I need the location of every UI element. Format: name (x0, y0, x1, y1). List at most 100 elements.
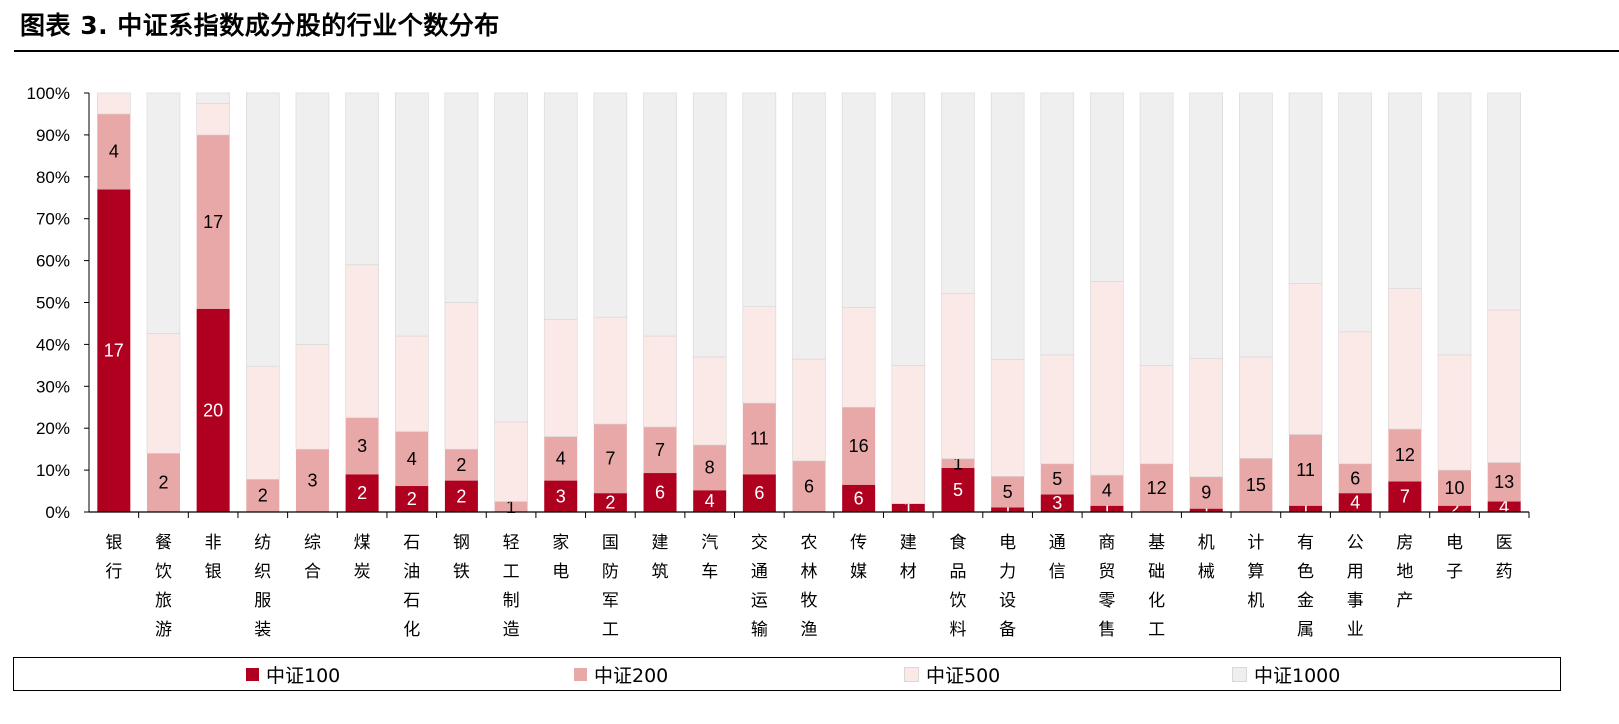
data-label-s100: 6 (754, 483, 764, 503)
x-category-label: 家电 (552, 533, 569, 582)
data-label-s200: 12 (1395, 445, 1415, 465)
bar-segment-s200 (97, 113, 131, 190)
data-label-s200: 10 (1445, 478, 1465, 498)
bar-segment-s1000 (643, 92, 677, 337)
x-category-label: 餐饮旅游 (155, 533, 172, 640)
x-category-label: 电力设备 (999, 533, 1016, 640)
bar-segment-s200 (593, 424, 627, 494)
data-label-s200: 3 (357, 436, 367, 456)
bar-segment-s500 (742, 306, 777, 404)
y-tick-label: 10% (36, 461, 70, 480)
bar-segment-s200 (1487, 462, 1521, 502)
y-tick-label: 30% (36, 377, 70, 396)
bar-segment-s200 (494, 501, 528, 512)
x-category-label: 非银 (205, 533, 222, 582)
bar-segment-s500 (692, 356, 727, 446)
data-label-s100: 6 (854, 488, 864, 508)
data-label-s200: 11 (750, 429, 769, 449)
bar-segment-s500 (792, 358, 826, 462)
data-label-s200: 8 (705, 458, 715, 478)
bar-segment-s1000 (1239, 92, 1273, 358)
bar-segment-s1000 (295, 92, 330, 345)
x-category-label: 石油石化 (403, 533, 420, 640)
data-label-s200: 11 (1296, 460, 1315, 480)
bar-segment-s500 (841, 307, 876, 408)
data-label-s100: 3 (556, 486, 566, 506)
x-category-label: 交通运输 (751, 533, 768, 640)
x-category-label: 基础化工 (1148, 533, 1165, 640)
bar-segment-s200 (792, 460, 826, 512)
bar-segment-s1000 (196, 92, 230, 104)
bar-segment-s200 (1189, 476, 1223, 509)
x-category-label: 农林牧渔 (801, 533, 818, 640)
data-label-s100: 3 (1052, 493, 1062, 513)
x-category-label: 国防军工 (602, 533, 619, 640)
x-category-label: 公用事业 (1347, 533, 1364, 640)
bar-segment-s200 (643, 426, 677, 474)
bar-segment-s1000 (494, 92, 528, 423)
data-label-s200: 9 (1201, 483, 1211, 503)
data-label-s100: 2 (407, 489, 417, 509)
bar-segment-s1000 (1338, 92, 1373, 333)
y-tick-label: 80% (36, 168, 70, 187)
bar-segment-s200 (295, 449, 329, 512)
title-underline (14, 50, 1619, 52)
bar-segment-s100 (1090, 505, 1124, 512)
bar-segment-s1000 (1090, 92, 1124, 282)
y-tick-label: 40% (36, 335, 70, 354)
x-category-label: 综合 (304, 533, 321, 582)
x-category-label: 煤炭 (354, 533, 371, 582)
bar-segment-s100 (1040, 494, 1074, 512)
legend-swatch (904, 666, 919, 682)
legend-label: 中证1000 (1254, 664, 1341, 687)
data-label-s100: 17 (104, 341, 124, 361)
data-label-s100: 2 (605, 493, 615, 513)
bar-segment-s200 (941, 458, 975, 469)
bar-segment-s1000 (941, 92, 975, 294)
bar-segment-s500 (1487, 309, 1521, 463)
legend-item-s1000: 中证1000 (1232, 658, 1340, 690)
data-label-s200: 6 (1350, 468, 1360, 488)
x-category-label: 房地产 (1396, 533, 1413, 611)
legend-swatch (1232, 666, 1247, 682)
bar-segment-s1000 (1388, 92, 1422, 289)
bar-segment-s100 (1189, 508, 1223, 512)
legend-label: 中证200 (594, 664, 669, 687)
data-label-s100: 1 (1102, 499, 1112, 519)
data-label-s100: 1 (903, 498, 913, 518)
bar-segment-s1000 (990, 92, 1025, 360)
data-label-s100: 1 (1003, 500, 1013, 520)
bar-segment-s100 (643, 473, 677, 512)
bar-segment-s100 (1438, 505, 1472, 512)
bar-segment-s100 (842, 484, 876, 512)
bar-segment-s1000 (444, 92, 479, 303)
bar-segment-s100 (196, 308, 230, 512)
bar-segment-s500 (1388, 288, 1422, 430)
x-category-label: 有色金属 (1297, 533, 1314, 640)
legend-label: 中证100 (266, 664, 341, 687)
data-label-s200: 4 (556, 449, 566, 469)
bar-segment-s100 (544, 480, 578, 512)
bar-segment-s200 (842, 407, 876, 485)
data-label-s100: 1 (1201, 500, 1211, 520)
y-tick-label: 70% (36, 210, 70, 229)
bar-segment-s100 (97, 189, 131, 512)
bar-segment-s500 (1040, 354, 1075, 465)
bar-segment-s500 (345, 264, 379, 419)
bar-segment-s1000 (394, 92, 429, 337)
bar-segment-s500 (494, 421, 528, 502)
x-category-label: 纺织服装 (254, 533, 271, 640)
bar-segment-s500 (1437, 354, 1472, 471)
bar-segment-s200 (345, 417, 379, 475)
data-label-s100: 5 (953, 480, 963, 500)
bar-segment-s200 (1289, 434, 1323, 506)
bar-segment-s200 (1090, 475, 1124, 506)
data-label-s200: 1 (506, 497, 516, 517)
bar-segment-s100 (693, 490, 727, 512)
data-label-s200: 7 (605, 449, 615, 469)
bar-segment-s500 (245, 365, 280, 480)
bar-segment-s100 (991, 507, 1025, 512)
legend-item-s200: 中证200 (574, 658, 668, 690)
bar-segment-s1000 (841, 92, 876, 308)
legend: 中证100 中证200 中证500 中证1000 (13, 657, 1561, 691)
